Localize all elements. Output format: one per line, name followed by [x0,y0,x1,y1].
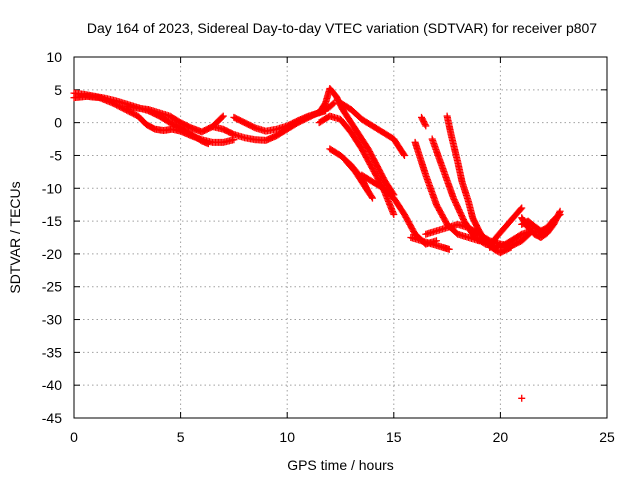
y-tick-label: -20 [42,246,62,262]
data-point [517,205,525,213]
chart-title: Day 164 of 2023, Sidereal Day-to-day VTE… [87,20,597,36]
y-tick-label: 5 [54,82,62,98]
y-tick-label: -25 [42,279,62,295]
series-arc-20 [518,394,526,402]
x-axis-tick-labels: 0 5 10 15 20 25 [70,429,615,445]
series-arc-5 [230,107,330,135]
series-arc-18 [486,204,526,251]
data-point [368,194,376,202]
data-point [329,100,337,108]
data-points [70,85,564,402]
data-point [219,112,227,120]
y-axis-label: SDTVAR / TECUs [7,181,23,293]
data-point [368,193,376,201]
series-arc-13 [407,234,453,253]
y-tick-label: -15 [42,213,62,229]
series-arc-17 [418,113,430,130]
y-tick-label: -30 [42,312,62,328]
y-tick-label: -10 [42,180,62,196]
data-point [507,243,515,251]
y-tick-label: -40 [42,377,62,393]
data-point [400,151,408,159]
series-arc-10 [343,158,376,202]
y-tick-label: 0 [54,115,62,131]
series-arc-7 [315,112,398,219]
x-tick-label: 0 [70,429,78,445]
series-arc-2 [70,92,238,146]
axis-ticks [73,56,608,419]
data-point [422,122,430,130]
data-point [390,211,398,219]
series-arc-22 [518,207,564,241]
series-arc-9 [337,99,408,159]
series-arc-16 [443,112,515,257]
y-tick-label: -45 [42,410,62,426]
x-tick-label: 25 [599,429,615,445]
data-point [421,120,429,128]
data-point [445,245,453,253]
x-tick-label: 20 [493,429,509,445]
data-point [506,244,514,252]
plot-frame [73,56,608,419]
y-tick-label: -35 [42,344,62,360]
x-tick-label: 5 [177,429,185,445]
data-point [218,113,226,121]
y-tick-label: 10 [46,49,62,65]
x-tick-label: 15 [386,429,402,445]
y-tick-label: -5 [50,147,63,163]
x-axis-label: GPS time / hours [287,457,394,473]
data-point [400,150,408,158]
data-point [518,394,526,402]
x-tick-label: 10 [279,429,295,445]
data-point [556,207,564,215]
data-point [518,204,526,212]
y-axis-tick-labels: 10 5 0 -5 -10 -15 -20 -25 -30 -35 -40 -45 [42,49,62,426]
